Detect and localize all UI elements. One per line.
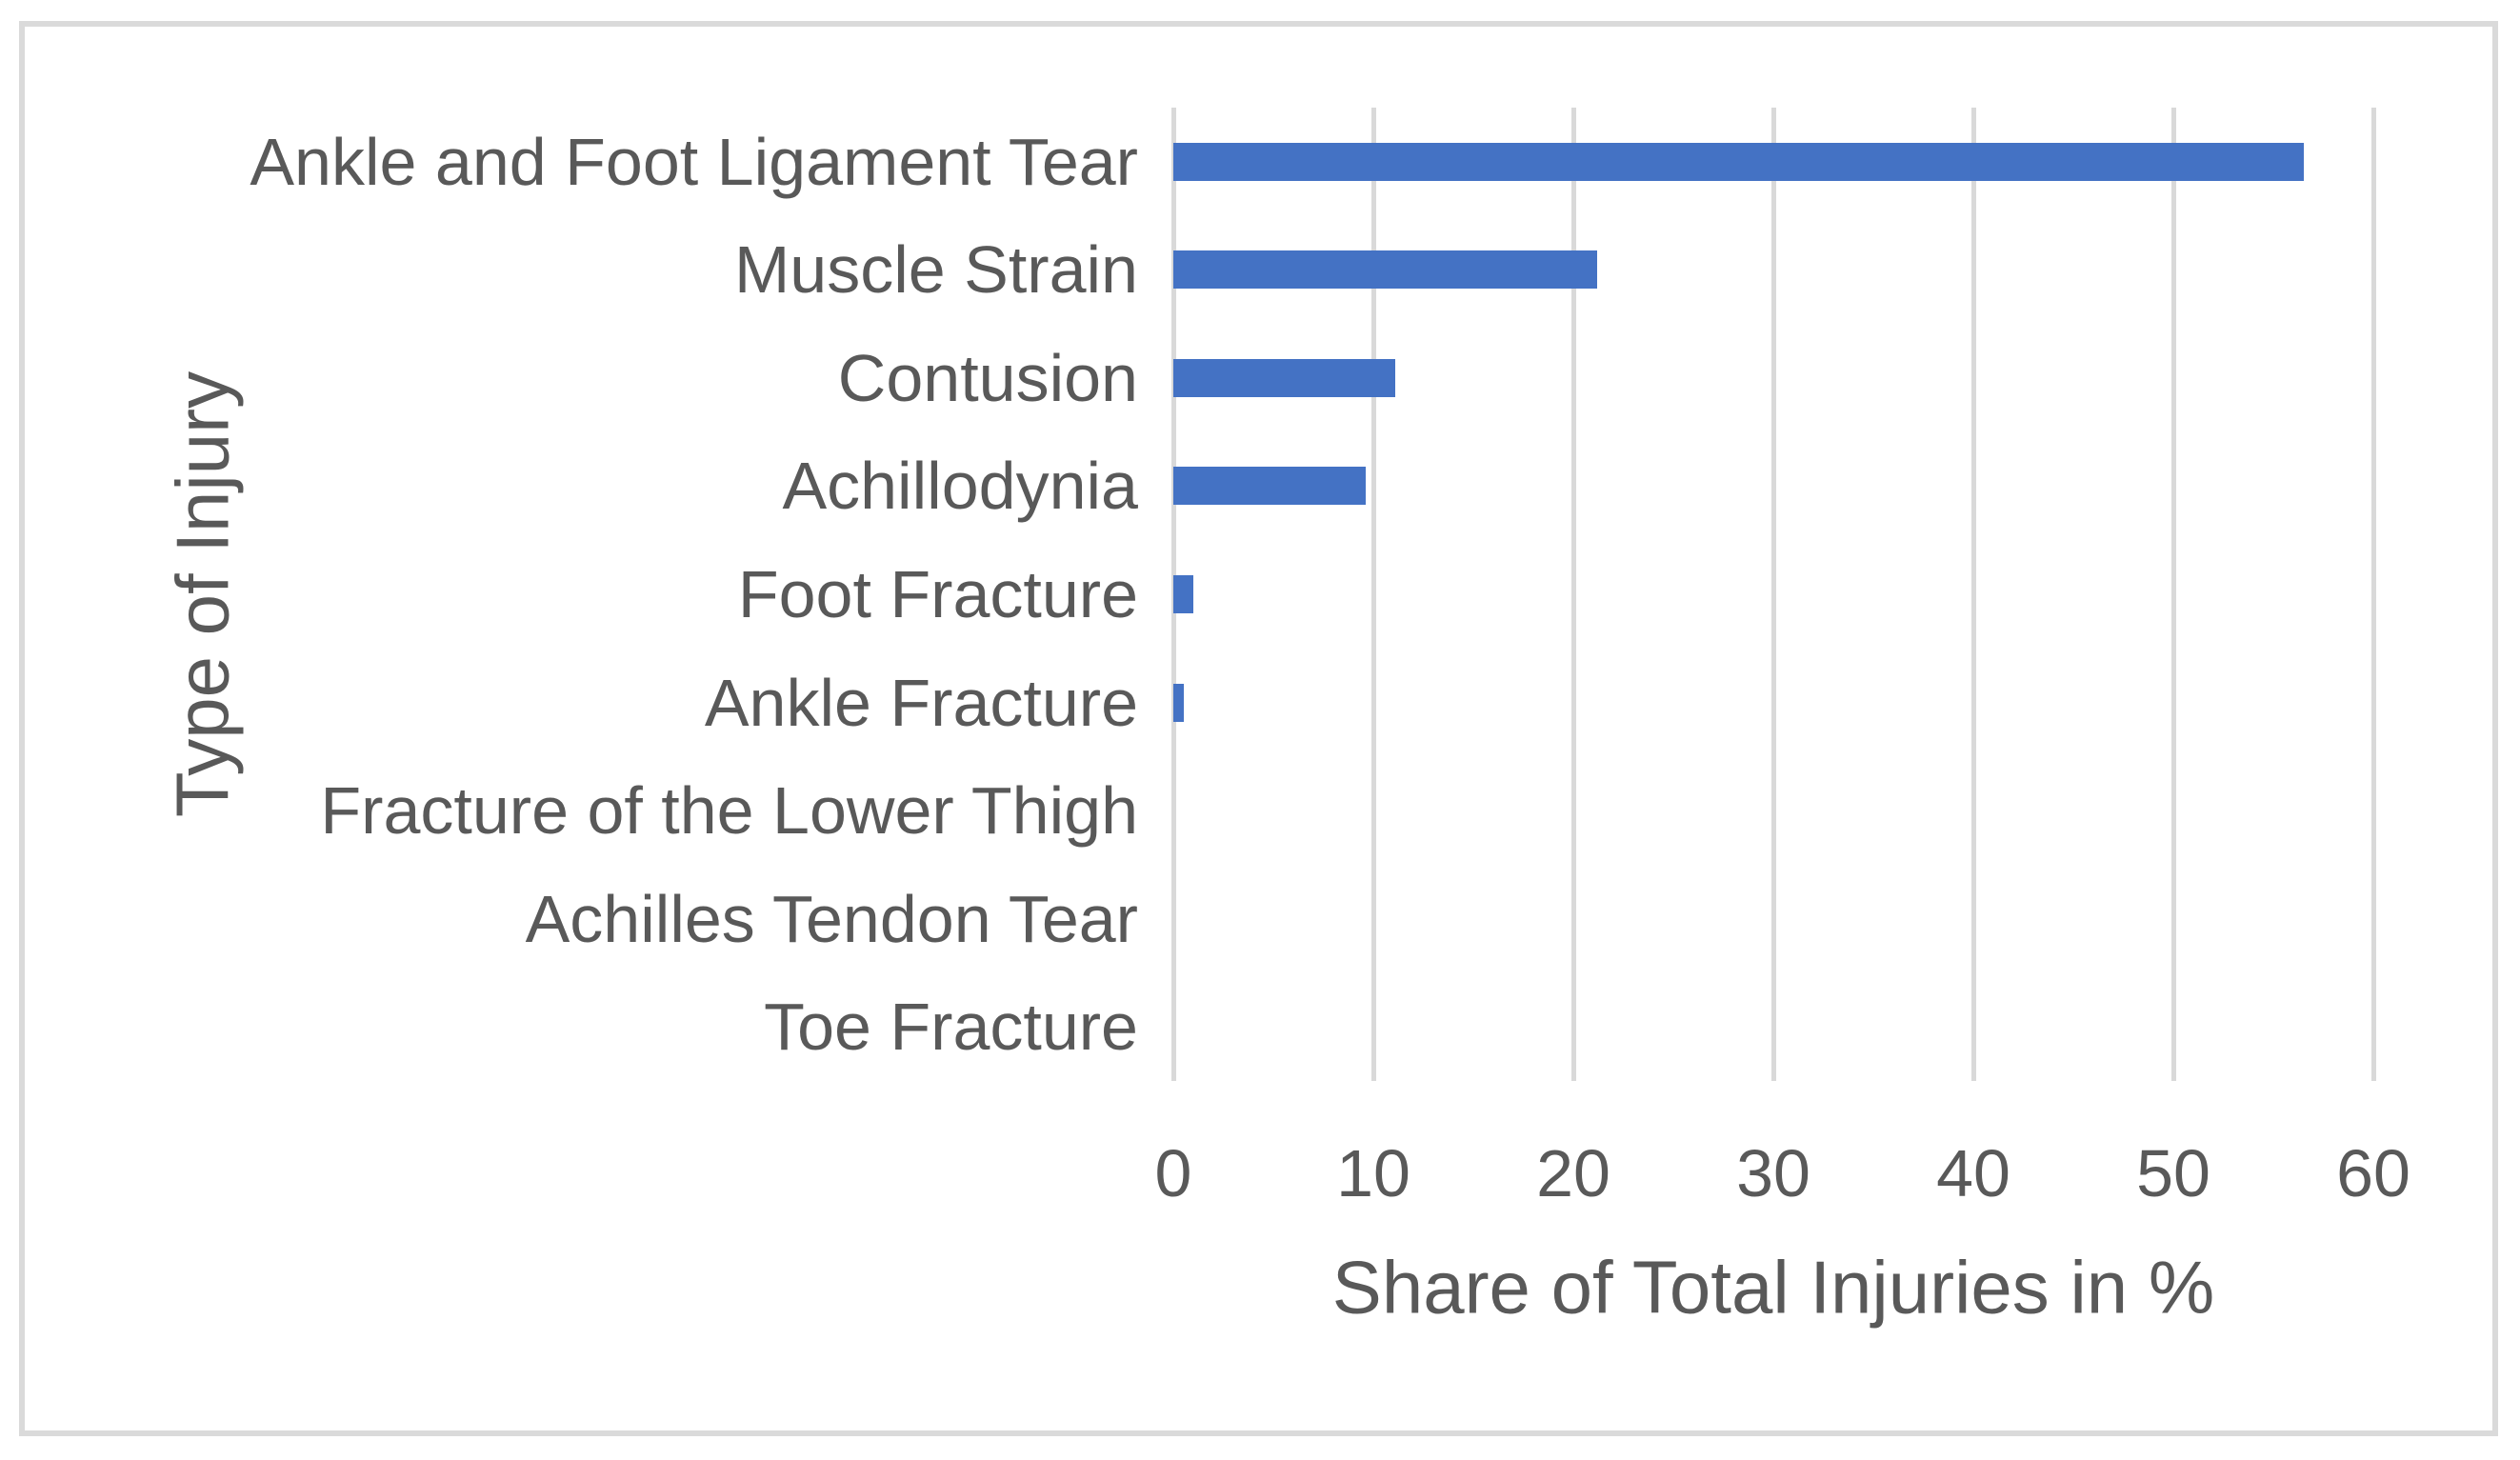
x-tick-label: 50 [2136, 1136, 2210, 1210]
chart-frame [19, 21, 2498, 1436]
x-tick-label: 60 [2336, 1136, 2410, 1210]
bar [1173, 358, 1396, 397]
x-tick-label: 20 [1536, 1136, 1610, 1210]
category-label: Contusion [837, 340, 1138, 415]
bar [1173, 575, 1193, 613]
category-label: Ankle Fracture [704, 665, 1138, 740]
category-label: Achillodynia [782, 449, 1138, 524]
category-label: Muscle Strain [733, 232, 1138, 308]
bar [1173, 142, 2304, 181]
x-tick-label: 0 [1154, 1136, 1192, 1210]
gridline [1571, 108, 1576, 1081]
gridline [1971, 108, 1976, 1081]
category-label: Ankle and Foot Ligament Tear [250, 124, 1138, 199]
x-tick-label: 10 [1336, 1136, 1410, 1210]
gridline [1771, 108, 1776, 1081]
x-tick-label: 30 [1736, 1136, 1810, 1210]
x-axis-title: Share of Total Injuries in % [1331, 1245, 2215, 1330]
y-axis-title: Type of Injury [160, 370, 245, 818]
gridline [1371, 108, 1376, 1081]
bar [1173, 250, 1598, 290]
category-label: Fracture of the Lower Thigh [320, 773, 1138, 849]
category-label: Toe Fracture [764, 990, 1138, 1065]
gridline [2371, 108, 2376, 1081]
gridline [2171, 108, 2176, 1081]
bar [1173, 683, 1184, 722]
category-label: Achilles Tendon Tear [525, 881, 1138, 956]
bar [1173, 467, 1366, 506]
category-label: Foot Fracture [737, 557, 1138, 631]
x-tick-label: 40 [1936, 1136, 2010, 1210]
